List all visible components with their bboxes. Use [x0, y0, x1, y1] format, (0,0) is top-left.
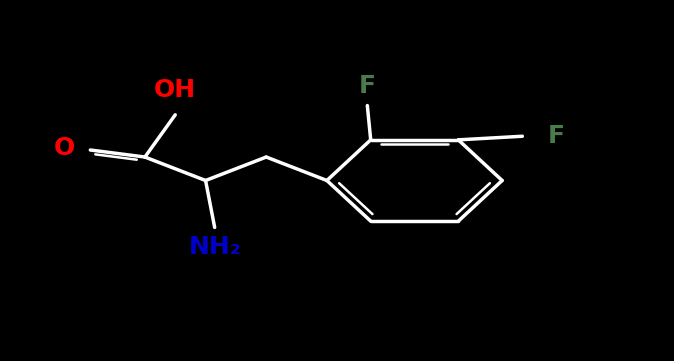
- Text: F: F: [547, 124, 565, 148]
- Text: O: O: [54, 136, 75, 160]
- Text: F: F: [359, 74, 376, 98]
- Text: NH₂: NH₂: [188, 235, 241, 259]
- Text: OH: OH: [154, 78, 196, 101]
